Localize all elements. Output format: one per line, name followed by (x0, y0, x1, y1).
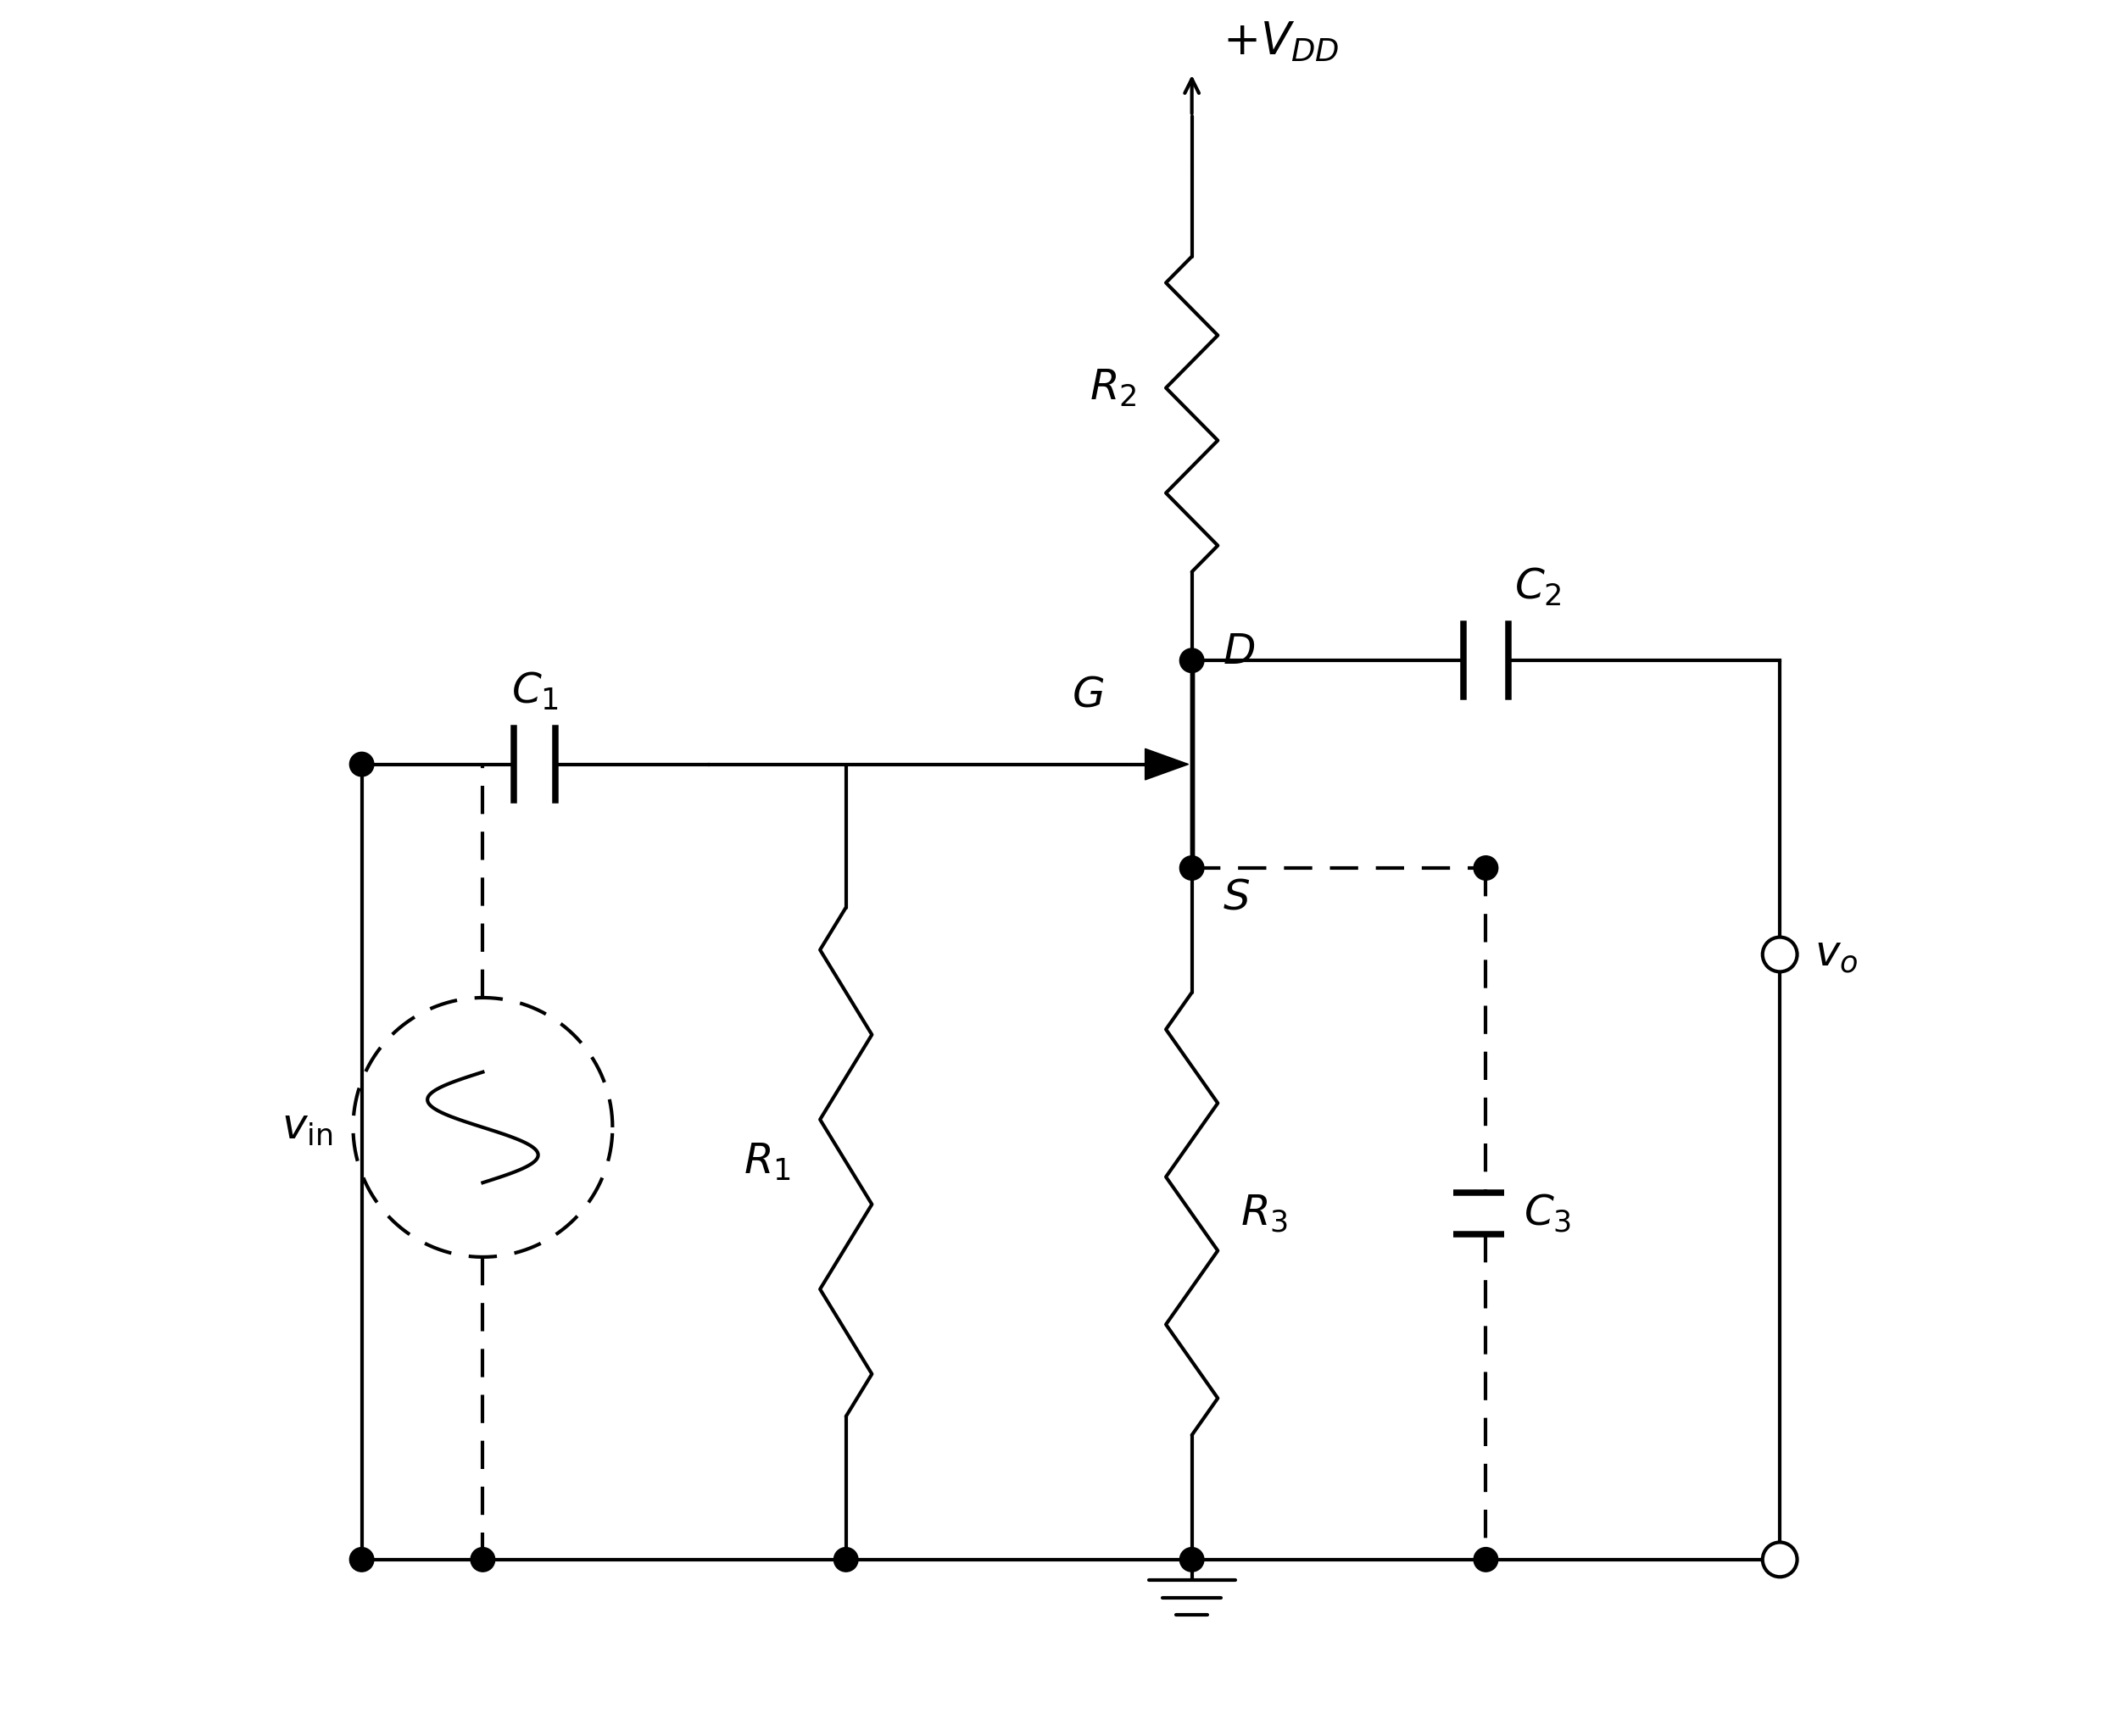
Text: $+V_{DD}$: $+V_{DD}$ (1222, 21, 1340, 64)
Text: $D$: $D$ (1222, 630, 1256, 674)
Circle shape (350, 1547, 373, 1571)
Circle shape (1180, 649, 1203, 672)
Circle shape (1764, 1542, 1797, 1576)
Circle shape (1180, 1547, 1203, 1571)
Text: $S$: $S$ (1222, 877, 1249, 918)
Text: $G$: $G$ (1072, 674, 1104, 715)
Circle shape (470, 1547, 495, 1571)
Text: $v_o$: $v_o$ (1814, 934, 1858, 976)
Circle shape (1180, 856, 1203, 880)
Circle shape (1764, 937, 1797, 972)
Circle shape (834, 1547, 858, 1571)
Text: $R_2$: $R_2$ (1089, 368, 1136, 410)
Text: $C_2$: $C_2$ (1515, 566, 1561, 609)
Text: $R_3$: $R_3$ (1241, 1193, 1287, 1234)
Circle shape (350, 752, 373, 776)
Circle shape (1473, 1547, 1498, 1571)
Polygon shape (1146, 748, 1188, 779)
Text: $R_1$: $R_1$ (744, 1141, 790, 1182)
Circle shape (1473, 856, 1498, 880)
Text: $v_{\mathrm{in}}$: $v_{\mathrm{in}}$ (280, 1106, 333, 1147)
Text: $C_3$: $C_3$ (1523, 1193, 1572, 1234)
Text: $C_1$: $C_1$ (510, 670, 558, 712)
